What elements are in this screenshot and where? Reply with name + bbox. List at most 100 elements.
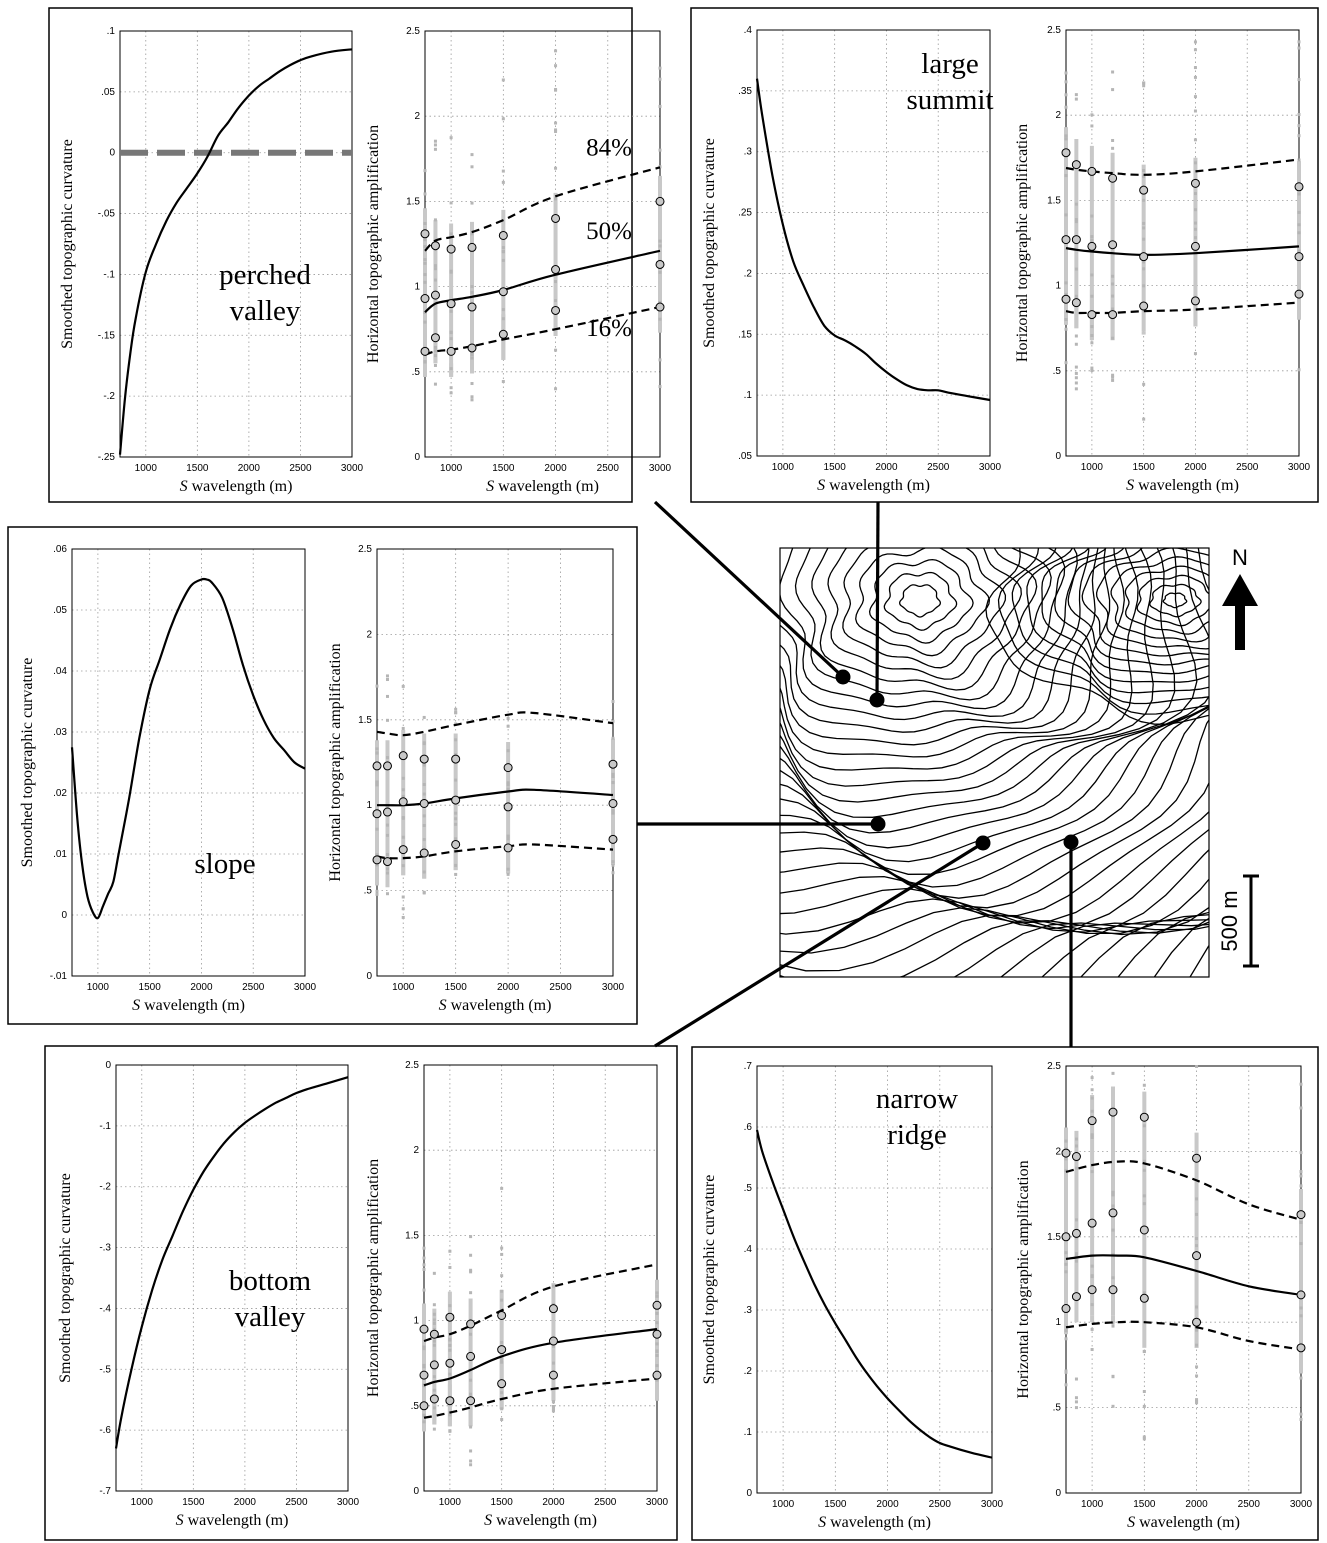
percentile-16-line [424,305,661,356]
y-tick-label: .5 [1053,366,1062,377]
x-axis-label: S wavelength (m) [484,1512,597,1529]
scatter-dot [454,811,458,815]
marker-mid [652,1329,662,1339]
scatter-dot [501,117,505,121]
y-tick-label: .5 [364,886,373,897]
scatter-dot [611,775,615,779]
y-axis-label: Horizontal topographic amplification [1015,1160,1032,1398]
scatter-dot [1111,1204,1115,1208]
north-arrow-head [1222,574,1258,606]
marker-hi [420,229,430,239]
site-label: valley [230,295,301,327]
percentile-50-line [1065,245,1300,257]
contour-line [1136,574,1209,627]
y-tick-label: 1 [366,800,372,811]
scatter-dot [1064,317,1068,321]
contour-line [780,781,1209,917]
scale-bar [1243,874,1259,968]
contour-line [780,706,1209,888]
scatter-dot [422,1384,426,1388]
y-tick-label: 0 [61,910,67,921]
x-tick-label: 1000 [1081,462,1104,473]
scatter-dot [655,1350,659,1354]
scatter-dot [448,1429,452,1433]
marker-hi [551,213,561,223]
marker-hi [419,754,429,764]
scatter-dot [506,872,510,876]
scatter-dot [500,1391,504,1395]
scatter-dot [401,907,405,911]
panel-frame [7,526,638,1025]
scatter-dot [1111,1404,1115,1408]
scatter-dot [658,104,662,108]
scatter-dot [470,285,474,289]
scatter-dot [554,299,558,303]
marker-lo [1071,1292,1081,1302]
x-tick-label: 3000 [1290,1499,1313,1510]
panel-large-summit: 1000 1500 2000 2500 3000 .05 .1 .15 .2 .25 .3 .35 .4… [690,7,1319,503]
contour-line [780,548,1209,863]
scatter-dot [1193,208,1197,212]
y-tick-label: 2 [366,629,372,640]
scatter-dot [1074,381,1078,385]
scatter-dot [1142,221,1146,225]
scatter-dot [448,1348,452,1352]
marker-mid [1192,1251,1202,1261]
y-tick-label: 0 [1055,1488,1061,1499]
y-tick-label: .05 [53,605,67,616]
contour-line [780,548,1111,758]
scatter-dot [1193,95,1197,99]
y-tick-label: -.4 [99,1303,111,1314]
scatter-dot [1299,1417,1303,1421]
scatter-dot [501,308,505,312]
y-tick-label: -.15 [98,330,116,341]
contour-line [1026,548,1209,694]
scatter-dot [1195,1401,1199,1405]
y-tick-label: .2 [744,1366,753,1377]
x-axis-label: S wavelength (m) [817,477,930,494]
scatter-dot [385,694,389,698]
scatter-dot [500,1246,504,1250]
contour-line [780,848,1209,935]
scatter-dot [433,143,437,147]
scatter-dot [449,367,453,371]
scatter-dot [1142,1124,1146,1128]
scatter-dot [1074,342,1078,346]
scatter-dot [448,1338,452,1342]
scatter-dot [500,1407,504,1411]
marker-lo [655,302,665,312]
scatter-dot [1090,1076,1094,1080]
scatter-dot [1297,40,1301,44]
percentile-label: 50% [586,218,632,245]
marker-mid [548,1336,558,1346]
scatter-dot [1064,174,1068,178]
scatter-dot [1299,1314,1303,1318]
scatter-dot [611,719,615,723]
x-tick-label: 3000 [1288,462,1311,473]
scatter-dot [1142,198,1146,202]
marker-mid [1190,241,1200,251]
marker-mid [1294,252,1304,262]
scatter-dot [401,835,405,839]
marker-lo [466,1396,476,1406]
scatter-dot [433,345,437,349]
scatter-dot [1090,235,1094,239]
marker-lo [1061,1304,1071,1314]
amplification-plot: 1000 1500 2000 2500 3000 0 .5 1 1.5 2 2.5 S wavelen… [1015,1061,1313,1531]
scatter-dot [432,1339,436,1343]
scatter-dot [658,148,662,152]
contour-line [780,548,1066,710]
percentile-50-line [377,788,614,807]
marker-lo [429,1394,439,1404]
scatter-dot [1297,46,1301,50]
marker-hi [1190,178,1200,188]
marker-hi [445,1312,455,1322]
scatter-dot [611,700,615,704]
marker-mid [1108,240,1118,250]
scatter-dot [1064,281,1068,285]
x-axis-label-text: wavelength (m) [184,1512,289,1529]
scatter-dot [1193,138,1197,142]
scatter-dot [501,380,505,384]
contour-line [1110,556,1209,643]
scatter-dot [433,354,437,358]
